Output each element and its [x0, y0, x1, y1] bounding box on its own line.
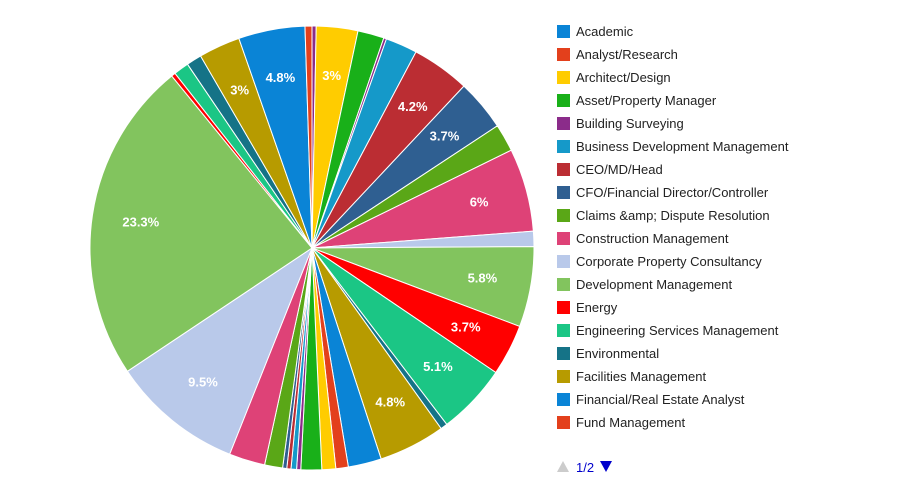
legend-item[interactable]: Development Management	[557, 277, 732, 292]
legend-pager: 1/2	[557, 460, 612, 475]
legend-label: Analyst/Research	[576, 47, 678, 62]
legend-item[interactable]: Analyst/Research	[557, 47, 678, 62]
legend-label: CEO/MD/Head	[576, 162, 663, 177]
slice-data-label: 3%	[230, 83, 249, 98]
legend-item[interactable]: Building Surveying	[557, 116, 684, 131]
legend-label: Energy	[576, 300, 618, 315]
pie-slice[interactable]	[89, 75, 313, 373]
legend-item[interactable]: Energy	[557, 300, 618, 315]
legend-swatch	[557, 163, 570, 176]
legend-label: Construction Management	[576, 231, 729, 246]
legend-swatch	[557, 117, 570, 130]
slice-data-label: 4.8%	[375, 395, 405, 410]
slice-data-label: 9.5%	[188, 375, 218, 390]
legend-item[interactable]: Fund Management	[557, 415, 686, 430]
legend-item[interactable]: Financial/Real Estate Analyst	[557, 392, 745, 407]
legend-label: Corporate Property Consultancy	[576, 254, 762, 269]
legend-item[interactable]: Corporate Property Consultancy	[557, 254, 762, 269]
legend-label: Fund Management	[576, 415, 686, 430]
slice-data-label: 3.7%	[451, 320, 481, 335]
legend-label: Architect/Design	[576, 70, 671, 85]
pie-slice-labels: 3%4.2%3.7%6%5.8%3.7%5.1%4.8%9.5%23.3%3%4…	[122, 68, 497, 410]
legend-swatch	[557, 209, 570, 222]
legend-item[interactable]: Architect/Design	[557, 70, 671, 85]
pie-slice[interactable]	[304, 25, 313, 249]
legend: Academic Analyst/Research Architect/Design…	[557, 24, 789, 430]
legend-swatch	[557, 186, 570, 199]
legend-item[interactable]: CEO/MD/Head	[557, 162, 663, 177]
pie-slices	[89, 25, 535, 471]
legend-label: Facilities Management	[576, 369, 706, 384]
legend-item[interactable]: Business Development Management	[557, 139, 789, 154]
legend-swatch	[557, 25, 570, 38]
legend-label: Business Development Management	[576, 139, 789, 154]
legend-item[interactable]: CFO/Financial Director/Controller	[557, 185, 769, 200]
legend-swatch	[557, 324, 570, 337]
legend-label: Building Surveying	[576, 116, 684, 131]
legend-label: Academic	[576, 24, 634, 39]
slice-data-label: 5.8%	[468, 271, 498, 286]
legend-label: Environmental	[576, 346, 659, 361]
legend-page-indicator: 1/2	[576, 460, 594, 475]
legend-swatch	[557, 416, 570, 429]
legend-label: CFO/Financial Director/Controller	[576, 185, 769, 200]
legend-swatch	[557, 255, 570, 268]
legend-item[interactable]: Construction Management	[557, 231, 729, 246]
legend-swatch	[557, 278, 570, 291]
legend-next-page-icon[interactable]	[600, 461, 612, 472]
legend-prev-page-icon[interactable]	[557, 461, 569, 472]
legend-item[interactable]: Asset/Property Manager	[557, 93, 717, 108]
legend-swatch	[557, 48, 570, 61]
legend-label: Development Management	[576, 277, 732, 292]
legend-swatch	[557, 347, 570, 360]
slice-data-label: 3%	[322, 68, 341, 83]
legend-item[interactable]: Claims &amp; Dispute Resolution	[557, 208, 770, 223]
legend-item[interactable]: Engineering Services Management	[557, 323, 779, 338]
legend-swatch	[557, 140, 570, 153]
legend-label: Asset/Property Manager	[576, 93, 717, 108]
legend-item[interactable]: Academic	[557, 24, 634, 39]
legend-swatch	[557, 301, 570, 314]
legend-swatch	[557, 393, 570, 406]
slice-data-label: 4.8%	[266, 70, 296, 85]
legend-swatch	[557, 94, 570, 107]
legend-item[interactable]: Environmental	[557, 346, 659, 361]
legend-label: Financial/Real Estate Analyst	[576, 392, 745, 407]
slice-data-label: 4.2%	[398, 99, 428, 114]
slice-data-label: 3.7%	[430, 129, 460, 144]
legend-item[interactable]: Facilities Management	[557, 369, 706, 384]
legend-label: Claims &amp; Dispute Resolution	[576, 208, 770, 223]
legend-label: Engineering Services Management	[576, 323, 779, 338]
legend-swatch	[557, 71, 570, 84]
slice-data-label: 5.1%	[423, 359, 453, 374]
slice-data-label: 23.3%	[122, 214, 159, 229]
legend-swatch	[557, 370, 570, 383]
slice-data-label: 6%	[470, 195, 489, 210]
pie-slice[interactable]	[126, 246, 314, 455]
legend-swatch	[557, 232, 570, 245]
